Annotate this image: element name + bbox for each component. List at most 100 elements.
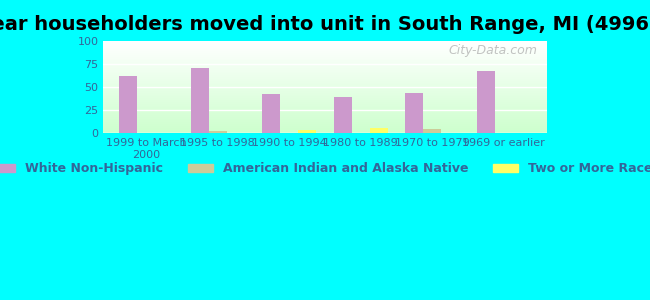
Bar bbox=[477, 70, 495, 133]
Bar bbox=[103, 108, 547, 109]
Bar bbox=[209, 130, 227, 133]
Bar bbox=[103, 97, 547, 98]
Bar bbox=[103, 132, 547, 133]
Bar bbox=[103, 91, 547, 92]
Bar bbox=[103, 124, 547, 125]
Bar bbox=[103, 71, 547, 72]
Bar bbox=[103, 44, 547, 45]
Bar bbox=[103, 74, 547, 75]
Bar bbox=[103, 123, 547, 124]
Bar bbox=[103, 120, 547, 121]
Bar bbox=[103, 118, 547, 119]
Bar bbox=[191, 68, 209, 133]
Bar bbox=[103, 130, 547, 131]
Bar bbox=[103, 69, 547, 70]
Bar bbox=[103, 102, 547, 103]
Bar bbox=[103, 72, 547, 74]
Bar bbox=[103, 59, 547, 61]
Bar bbox=[103, 113, 547, 114]
Bar bbox=[103, 98, 547, 99]
Bar bbox=[103, 62, 547, 63]
Bar bbox=[103, 122, 547, 123]
Bar bbox=[103, 63, 547, 64]
Bar bbox=[103, 58, 547, 59]
Bar bbox=[103, 107, 547, 108]
Bar bbox=[103, 41, 547, 42]
Bar bbox=[103, 111, 547, 112]
Bar bbox=[298, 130, 316, 133]
Bar bbox=[103, 131, 547, 132]
Bar bbox=[103, 82, 547, 83]
Bar bbox=[103, 126, 547, 127]
Bar bbox=[103, 67, 547, 68]
Bar bbox=[103, 81, 547, 82]
Bar bbox=[103, 55, 547, 56]
Bar bbox=[406, 93, 423, 133]
Bar bbox=[103, 61, 547, 62]
Bar bbox=[103, 90, 547, 91]
Bar bbox=[103, 106, 547, 107]
Bar bbox=[103, 70, 547, 71]
Bar bbox=[103, 94, 547, 95]
Bar bbox=[103, 125, 547, 126]
Bar bbox=[103, 86, 547, 87]
Bar bbox=[103, 56, 547, 57]
Bar bbox=[103, 66, 547, 67]
Bar bbox=[103, 54, 547, 55]
Text: City-Data.com: City-Data.com bbox=[449, 44, 538, 57]
Bar bbox=[103, 110, 547, 111]
Bar bbox=[103, 65, 547, 66]
Bar bbox=[103, 129, 547, 130]
Bar bbox=[103, 114, 547, 115]
Bar bbox=[103, 76, 547, 77]
Bar bbox=[103, 87, 547, 88]
Bar bbox=[103, 93, 547, 94]
Bar bbox=[103, 96, 547, 97]
Bar bbox=[103, 95, 547, 96]
Legend: White Non-Hispanic, American Indian and Alaska Native, Two or More Races: White Non-Hispanic, American Indian and … bbox=[0, 158, 650, 181]
Title: Year householders moved into unit in South Range, MI (49963): Year householders moved into unit in Sou… bbox=[0, 15, 650, 34]
Bar bbox=[103, 84, 547, 85]
Bar bbox=[103, 104, 547, 105]
Bar bbox=[103, 53, 547, 54]
Bar bbox=[103, 105, 547, 106]
Bar bbox=[103, 52, 547, 53]
Bar bbox=[103, 75, 547, 76]
Bar bbox=[103, 88, 547, 89]
Bar bbox=[103, 119, 547, 120]
Bar bbox=[103, 115, 547, 116]
Bar bbox=[103, 128, 547, 129]
Bar bbox=[103, 92, 547, 93]
Bar bbox=[103, 57, 547, 58]
Bar bbox=[103, 50, 547, 51]
Bar bbox=[103, 85, 547, 86]
Bar bbox=[103, 83, 547, 84]
Bar bbox=[103, 112, 547, 113]
Bar bbox=[103, 78, 547, 79]
Bar bbox=[103, 127, 547, 128]
Bar bbox=[370, 128, 387, 133]
Bar bbox=[103, 49, 547, 50]
Bar bbox=[103, 46, 547, 48]
Bar bbox=[103, 79, 547, 80]
Bar bbox=[103, 64, 547, 65]
Bar bbox=[103, 118, 547, 119]
Bar bbox=[103, 99, 547, 100]
Bar bbox=[423, 129, 441, 133]
Bar bbox=[103, 48, 547, 49]
Bar bbox=[103, 116, 547, 117]
Bar bbox=[103, 68, 547, 69]
Bar bbox=[103, 77, 547, 78]
Bar bbox=[103, 80, 547, 81]
Bar bbox=[103, 103, 547, 104]
Bar bbox=[263, 94, 280, 133]
Bar bbox=[103, 117, 547, 118]
Bar bbox=[103, 101, 547, 102]
Bar bbox=[103, 51, 547, 52]
Bar bbox=[103, 100, 547, 101]
Bar bbox=[103, 42, 547, 43]
Bar bbox=[103, 45, 547, 46]
Bar bbox=[120, 76, 137, 133]
Bar bbox=[103, 89, 547, 90]
Bar bbox=[334, 97, 352, 133]
